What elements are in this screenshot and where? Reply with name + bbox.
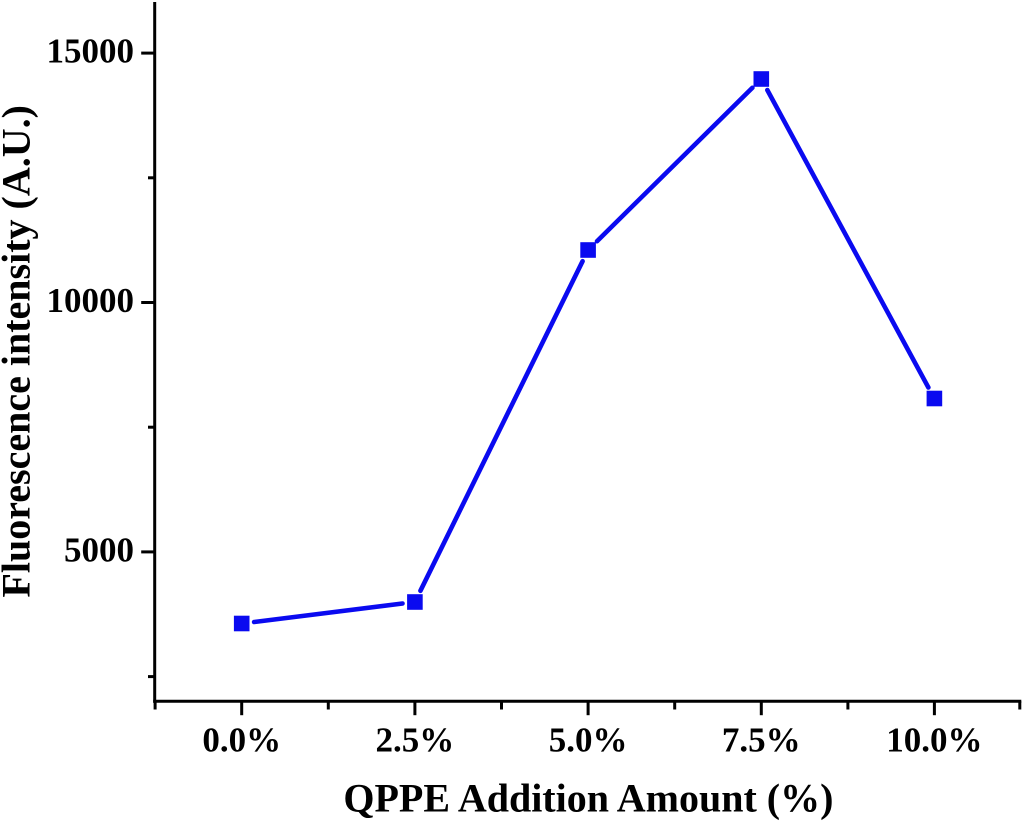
- svg-text:2.5%: 2.5%: [376, 721, 455, 760]
- svg-text:QPPE Addition Amount (%): QPPE Addition Amount (%): [343, 776, 833, 821]
- svg-text:15000: 15000: [47, 32, 135, 71]
- svg-text:7.5%: 7.5%: [722, 721, 801, 760]
- svg-text:10.0%: 10.0%: [886, 721, 982, 760]
- svg-text:0.0%: 0.0%: [202, 721, 281, 760]
- svg-text:5000: 5000: [64, 530, 134, 569]
- svg-text:5.0%: 5.0%: [549, 721, 628, 760]
- svg-text:10000: 10000: [47, 281, 135, 320]
- svg-text:Fluorescence intensity (A.U.): Fluorescence intensity (A.U.): [0, 105, 39, 598]
